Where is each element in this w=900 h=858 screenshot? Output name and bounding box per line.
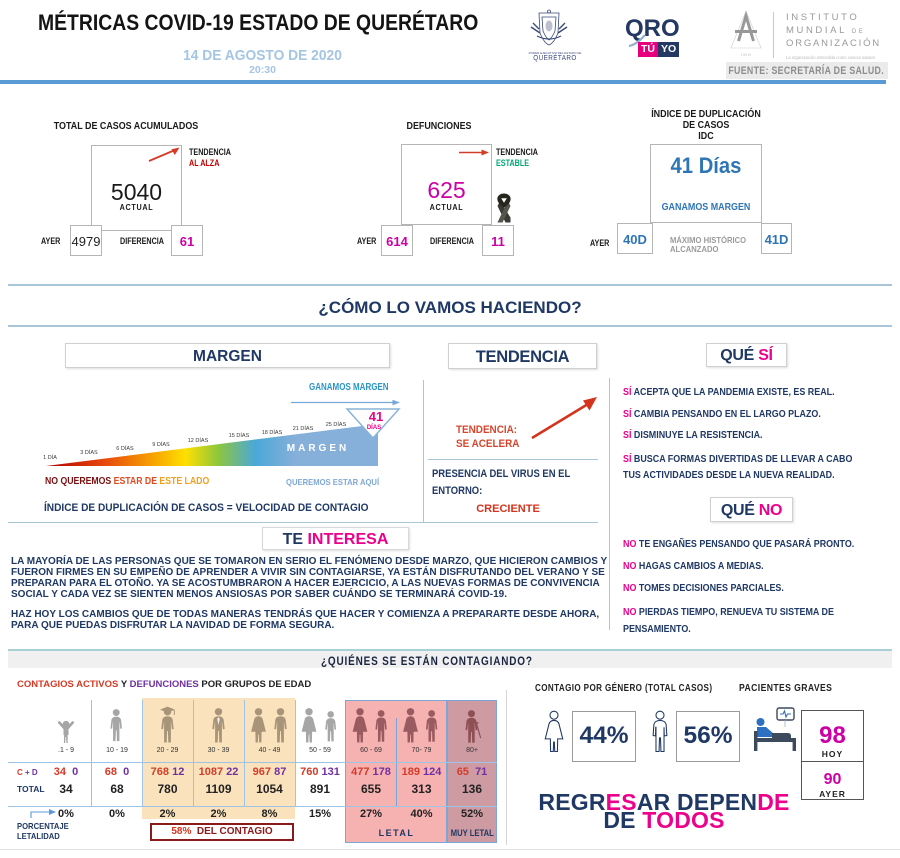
svg-text:DÍAS: DÍAS bbox=[367, 423, 381, 431]
svg-text:18 DÍAS: 18 DÍAS bbox=[262, 429, 283, 436]
svg-text:41: 41 bbox=[369, 409, 383, 424]
svg-text:25 DÍAS: 25 DÍAS bbox=[326, 421, 347, 428]
svg-text:3 DÍAS: 3 DÍAS bbox=[80, 449, 98, 456]
svg-text:MARGEN: MARGEN bbox=[287, 443, 349, 454]
svg-text:6 DÍAS: 6 DÍAS bbox=[116, 445, 134, 452]
svg-text:15 DÍAS: 15 DÍAS bbox=[229, 432, 250, 439]
svg-text:9 DÍAS: 9 DÍAS bbox=[152, 441, 170, 448]
svg-text:1 DÍA: 1 DÍA bbox=[43, 454, 57, 461]
svg-text:21 DÍAS: 21 DÍAS bbox=[293, 425, 314, 432]
svg-text:12 DÍAS: 12 DÍAS bbox=[188, 437, 209, 444]
